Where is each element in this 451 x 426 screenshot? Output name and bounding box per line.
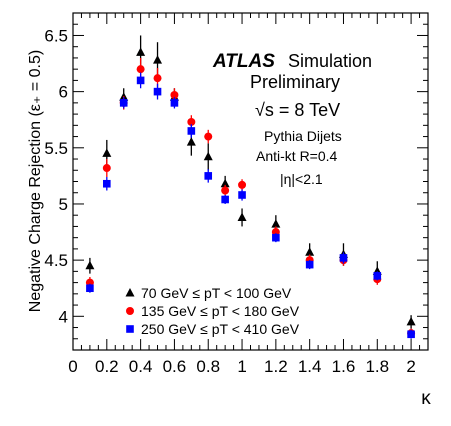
data-point-square [119, 99, 128, 107]
legend-marker-square [126, 325, 134, 333]
x-tick-label: 0.6 [163, 357, 187, 376]
x-tick-label: 0.8 [196, 357, 220, 376]
y-tick-label: 6.5 [44, 26, 68, 45]
data-point-circle [238, 180, 247, 189]
data-point-circle [153, 74, 162, 83]
data-point-square [86, 284, 94, 293]
legend-label: 250 GeV ≤ pT < 410 GeV [141, 321, 300, 337]
x-tick-label: 0.2 [95, 357, 119, 376]
data-point-triangle [186, 137, 196, 146]
y-tick-label: 6 [59, 83, 68, 102]
x-tick-label: 1.8 [365, 357, 389, 376]
data-point-square [204, 172, 213, 180]
data-point-circle [102, 164, 111, 173]
data-point-square [305, 260, 314, 269]
y-tick-labels: 4 4.5 5 5.5 6 6.5 [44, 26, 68, 326]
data-point-triangle [203, 151, 213, 161]
atlas-label: ATLAS [212, 51, 275, 72]
data-point-square [153, 87, 162, 96]
data-point-triangle [220, 178, 230, 188]
legend-label: 70 GeV ≤ pT < 100 GeV [141, 285, 292, 301]
data-point-circle [170, 91, 179, 100]
eta-cut-label: |η|<2.1 [280, 171, 323, 187]
preliminary-label: Preliminary [250, 72, 340, 92]
data-point-triangle [237, 212, 247, 221]
x-axis-label: κ [421, 388, 431, 409]
legend-label: 135 GeV ≤ pT < 180 GeV [141, 303, 300, 319]
data-point-square [136, 76, 145, 85]
generator-label: Pythia Dijets [264, 128, 342, 144]
x-tick-label: 0.4 [129, 357, 153, 376]
y-axis-label: Negative Charge Rejection (ε₊ = 0.5) [27, 50, 44, 312]
data-point-circle [204, 132, 213, 141]
y-tick-label: 5 [59, 195, 68, 214]
y-tick-label: 4.5 [44, 251, 68, 270]
legend-marker-triangle [125, 288, 135, 297]
data-point-square [238, 191, 246, 199]
data-point-circle [187, 117, 196, 126]
x-tick-labels: 0 0.2 0.4 0.6 0.8 1 1.2 1.4 1.6 1.8 2 [68, 357, 416, 376]
data-point-square [407, 330, 415, 339]
x-tick-label: 1.4 [298, 357, 322, 376]
data-point-square [221, 195, 229, 204]
data-point-triangle [153, 55, 163, 64]
data-point-triangle [85, 260, 95, 270]
x-tick-label: 1.2 [264, 357, 288, 376]
data-point-triangle [102, 148, 112, 157]
data-point-square [339, 254, 348, 262]
data-point-triangle [305, 247, 315, 256]
jet-algorithm-label: Anti-kt R=0.4 [256, 148, 338, 164]
x-tick-label: 0 [68, 357, 77, 376]
energy-label: √s = 8 TeV [255, 100, 340, 120]
simulation-label: Simulation [288, 51, 372, 71]
data-marks [85, 35, 416, 339]
legend: 70 GeV ≤ pT < 100 GeV 135 GeV ≤ pT < 180 … [125, 285, 300, 337]
data-point-square [170, 99, 179, 107]
data-point-square [373, 272, 382, 280]
data-point-square [187, 127, 196, 135]
data-point-triangle [406, 316, 416, 326]
data-point-square [103, 179, 111, 188]
data-point-circle [136, 65, 145, 74]
data-point-square [272, 233, 280, 242]
axis-ticks [72, 12, 429, 351]
data-point-triangle [136, 47, 146, 56]
y-tick-label: 5.5 [44, 139, 68, 158]
x-tick-label: 1.6 [332, 357, 356, 376]
x-tick-label: 2 [406, 357, 415, 376]
data-point-circle [221, 186, 230, 195]
data-point-triangle [271, 219, 281, 228]
x-tick-label: 1 [237, 357, 246, 376]
legend-marker-circle [126, 307, 134, 315]
y-tick-label: 4 [59, 307, 68, 326]
